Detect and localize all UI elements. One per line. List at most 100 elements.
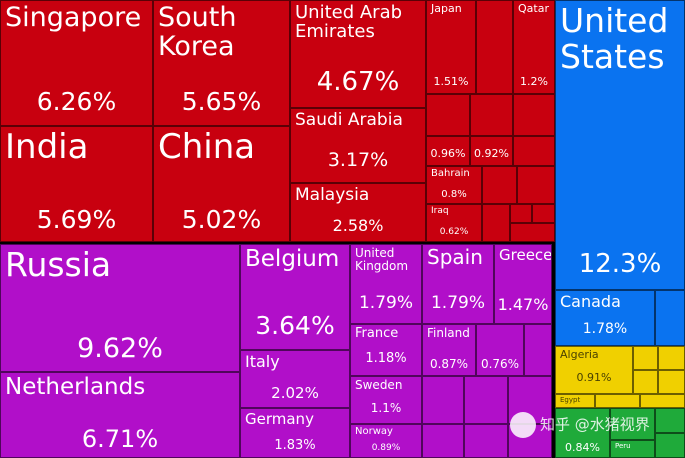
- treemap-cell-minor: [513, 94, 555, 136]
- cell-value: 1.78%: [582, 321, 628, 337]
- treemap-cell: South Korea 5.65%: [153, 0, 290, 126]
- cell-label: Iraq: [431, 206, 449, 216]
- treemap-cell: Canada 1.78%: [555, 290, 655, 346]
- cell-value: 3.64%: [255, 311, 335, 340]
- treemap-cell-minor: [482, 204, 510, 242]
- treemap-cell: Finland 0.87%: [422, 324, 476, 376]
- cell-value: 1.79%: [358, 293, 413, 313]
- treemap-cell-minor: [510, 223, 555, 242]
- cell-label: United Arab Emirates: [295, 2, 403, 43]
- treemap-cell-minor: [426, 94, 470, 136]
- treemap-cell-minor: [532, 204, 555, 223]
- treemap-cell: India 5.69%: [0, 126, 153, 242]
- treemap-cell-minor: [633, 370, 658, 394]
- treemap-cell-minor: [422, 376, 464, 424]
- cell-value: 0.89%: [371, 443, 401, 453]
- cell-label: South Korea: [158, 2, 237, 63]
- cell-label: China: [158, 127, 256, 167]
- cell-label: Japan: [431, 2, 462, 15]
- treemap-cell-minor: [482, 166, 517, 204]
- treemap-cell: France 1.18%: [350, 324, 422, 376]
- treemap-cell: Spain 1.79%: [422, 244, 494, 324]
- cell-value: 5.65%: [181, 87, 262, 116]
- treemap-cell: China 5.02%: [153, 126, 290, 242]
- treemap-cell: United States 12.3%: [555, 0, 685, 290]
- treemap-cell: Egypt: [555, 394, 595, 408]
- treemap-cell-minor: [464, 376, 508, 424]
- cell-label: India: [5, 127, 89, 167]
- cell-label: Egypt: [560, 396, 581, 404]
- watermark-text: 知乎 @水猪视界: [540, 415, 650, 434]
- treemap-cell-minor: [510, 204, 532, 223]
- cell-label: Singapore: [5, 2, 142, 33]
- cell-value: 2.02%: [271, 384, 319, 402]
- treemap-cell: 0.84%: [555, 408, 610, 458]
- treemap-cell-minor: [633, 346, 658, 370]
- cell-value: 1.18%: [365, 351, 407, 366]
- wechat-logo-icon: [510, 412, 536, 438]
- cell-value: 6.71%: [81, 425, 159, 453]
- cell-value: 1.1%: [370, 401, 402, 415]
- cell-label: Peru: [615, 442, 631, 450]
- treemap-cell-minor: [422, 424, 464, 458]
- treemap-cell: Iraq 0.62%: [426, 204, 482, 242]
- cell-label: Norway: [355, 426, 393, 437]
- cell-label: United States: [560, 1, 669, 76]
- treemap-cell: Peru: [610, 440, 655, 458]
- cell-label: Greece: [499, 246, 552, 264]
- cell-value: 6.26%: [36, 87, 117, 116]
- treemap-cell: Sweden 1.1%: [350, 376, 422, 424]
- cell-value: 9.62%: [77, 333, 163, 364]
- cell-label: France: [355, 326, 399, 341]
- treemap-cell-minor: [470, 94, 513, 136]
- cell-value: 0.92%: [474, 147, 509, 160]
- treemap-cell: Algeria 0.91%: [555, 346, 633, 394]
- treemap-cell: Norway 0.89%: [350, 424, 422, 458]
- treemap-cell: United Arab Emirates 4.67%: [290, 0, 426, 108]
- cell-value: 0.96%: [430, 147, 466, 160]
- cell-label: Algeria: [560, 348, 599, 361]
- treemap-cell: 0.96%: [426, 136, 470, 166]
- treemap-cell: 0.92%: [470, 136, 513, 166]
- treemap-cell-minor: [655, 290, 685, 346]
- treemap-cell: United Kingdom 1.79%: [350, 244, 422, 324]
- treemap-cell-minor: [524, 324, 552, 376]
- cell-value: 5.69%: [36, 205, 117, 234]
- cell-value: 1.79%: [430, 293, 485, 313]
- treemap-cell: Belgium 3.64%: [240, 244, 350, 350]
- cell-label: Malaysia: [295, 185, 370, 205]
- cell-label: Saudi Arabia: [295, 110, 403, 130]
- cell-value: 0.87%: [429, 357, 469, 371]
- cell-value: 4.67%: [316, 67, 400, 97]
- cell-value: 3.17%: [327, 149, 389, 171]
- treemap-cell-minor: [658, 346, 685, 370]
- cell-value: 1.83%: [274, 438, 316, 453]
- cell-label: Bahrain: [431, 168, 470, 179]
- cell-label: United Kingdom: [355, 246, 409, 273]
- watermark: 知乎 @水猪视界: [510, 412, 670, 442]
- treemap-cell-minor: [513, 136, 555, 166]
- treemap-cell: Singapore 6.26%: [0, 0, 153, 126]
- treemap-cell: Saudi Arabia 3.17%: [290, 108, 426, 183]
- treemap-cell: Greece 1.47%: [494, 244, 552, 324]
- treemap-cell-minor: [595, 394, 640, 408]
- treemap-cell: Germany 1.83%: [240, 408, 350, 458]
- cell-value: 0.76%: [480, 357, 520, 371]
- cell-label: Canada: [560, 292, 621, 311]
- treemap-cell-minor: [658, 370, 685, 394]
- cell-label: Qatar: [518, 2, 549, 15]
- treemap-cell: Malaysia 2.58%: [290, 183, 426, 242]
- cell-value: 1.51%: [433, 75, 469, 88]
- treemap-cell-minor: [610, 408, 655, 440]
- cell-label: Italy: [245, 352, 280, 371]
- treemap-cell-minor: [464, 424, 508, 458]
- cell-value: 0.8%: [441, 189, 467, 200]
- treemap-cell: Russia 9.62%: [0, 244, 240, 372]
- treemap-cell-minor: [476, 0, 513, 94]
- cell-label: Netherlands: [5, 374, 146, 400]
- treemap-cell-minor: [517, 166, 555, 204]
- cell-label: Belgium: [245, 246, 340, 272]
- cell-label: Spain: [427, 245, 483, 269]
- treemap-cell: Netherlands 6.71%: [0, 372, 240, 458]
